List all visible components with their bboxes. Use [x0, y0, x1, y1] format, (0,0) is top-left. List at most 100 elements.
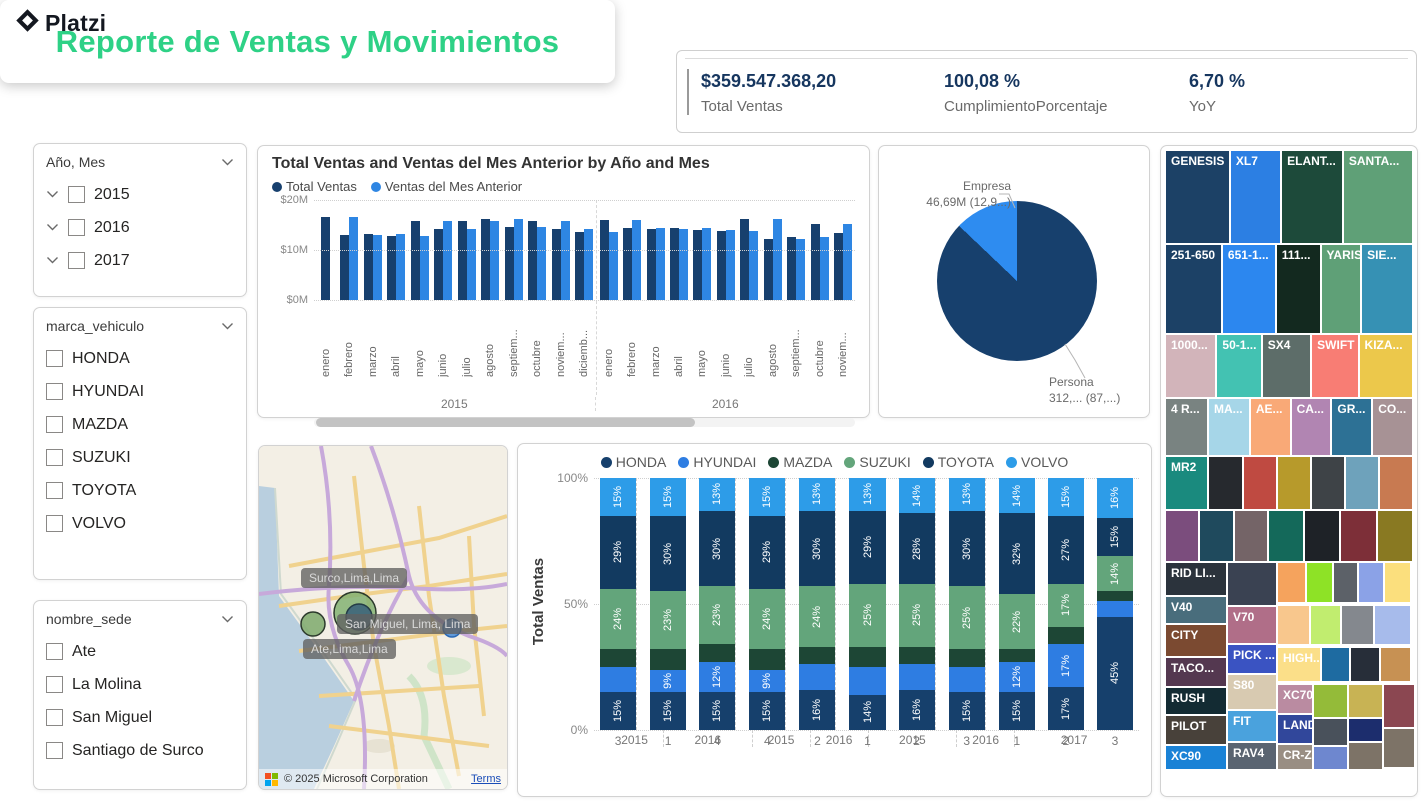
- bar-ventas-mes-anterior[interactable]: [490, 220, 500, 300]
- bar-ventas-mes-anterior[interactable]: [584, 228, 594, 300]
- checkbox[interactable]: [46, 449, 63, 466]
- segment-hyundai[interactable]: 12%: [699, 661, 736, 693]
- treemap-tile-high-[interactable]: HIGH...: [1278, 647, 1320, 681]
- segment-honda[interactable]: 45%: [1096, 616, 1134, 730]
- bar-ventas-mes-anterior[interactable]: [772, 218, 782, 300]
- bar-total-ventas[interactable]: [363, 233, 373, 300]
- treemap-tile[interactable]: [1380, 647, 1410, 681]
- treemap-tile[interactable]: [1209, 457, 1243, 509]
- bar-total-ventas[interactable]: [528, 220, 538, 300]
- treemap-tile-xl7[interactable]: XL7: [1230, 151, 1281, 243]
- legend-item-total-ventas[interactable]: Total Ventas: [272, 179, 357, 194]
- bar-total-ventas[interactable]: [504, 227, 514, 300]
- segment-hyundai[interactable]: [799, 664, 836, 690]
- bar-total-ventas[interactable]: [670, 228, 679, 300]
- segment-toyota[interactable]: 29%: [749, 515, 786, 589]
- bar-total-ventas[interactable]: [551, 228, 561, 300]
- bar-ventas-mes-anterior[interactable]: [702, 228, 712, 300]
- bar-ventas-mes-anterior[interactable]: [349, 216, 359, 300]
- bar-total-ventas[interactable]: [787, 237, 797, 300]
- treemap-tile-ae-[interactable]: AE...: [1250, 399, 1290, 455]
- segment-toyota[interactable]: 27%: [1047, 515, 1084, 584]
- bar-ventas-mes-anterior[interactable]: [443, 220, 453, 300]
- treemap-tile-sie-[interactable]: SIE...: [1362, 245, 1413, 333]
- map-panel[interactable]: Surco,Lima,Lima San Miguel, Lima, Lima A…: [258, 445, 508, 790]
- bar-total-ventas[interactable]: [740, 218, 750, 300]
- segment-suzuki[interactable]: 24%: [799, 586, 836, 647]
- treemap-tile-land-[interactable]: LAND...: [1278, 715, 1312, 743]
- bar-total-ventas[interactable]: [623, 228, 633, 300]
- treemap-tile-fit[interactable]: FIT: [1228, 711, 1276, 741]
- chevron-down-icon[interactable]: [46, 223, 59, 232]
- segment-honda[interactable]: 16%: [898, 689, 935, 730]
- treemap-tile-genesis[interactable]: GENESIS: [1166, 151, 1229, 243]
- bar-ventas-mes-anterior[interactable]: [513, 219, 523, 300]
- slicer-item-la-molina[interactable]: La Molina: [46, 668, 234, 701]
- segment-volvo[interactable]: 13%: [699, 478, 736, 511]
- segment-suzuki[interactable]: 24%: [749, 588, 786, 650]
- treemap-tile-651-1-[interactable]: 651-1...: [1222, 245, 1275, 333]
- treemap-tile[interactable]: [1244, 457, 1277, 509]
- treemap-tile-50-1-[interactable]: 50-1...: [1217, 335, 1261, 397]
- segment-toyota[interactable]: 29%: [849, 510, 886, 584]
- slicer-item-hyundai[interactable]: HYUNDAI: [46, 375, 234, 408]
- bar-total-ventas[interactable]: [575, 231, 585, 300]
- segment-honda[interactable]: 15%: [650, 692, 687, 730]
- treemap-tile[interactable]: [1278, 563, 1305, 603]
- segment-suzuki[interactable]: 23%: [650, 591, 687, 650]
- bar-total-ventas[interactable]: [599, 220, 609, 300]
- chevron-down-icon[interactable]: [221, 158, 234, 167]
- bar-ventas-mes-anterior[interactable]: [396, 233, 406, 300]
- segment-honda[interactable]: 15%: [699, 692, 736, 730]
- treemap-tile-rav4[interactable]: RAV4: [1228, 743, 1276, 769]
- segment-hyundai[interactable]: 9%: [650, 669, 687, 693]
- segment-mazda[interactable]: [650, 649, 687, 670]
- segment-honda[interactable]: 15%: [749, 692, 786, 730]
- segment-mazda[interactable]: [799, 646, 836, 665]
- treemap-tile[interactable]: [1314, 747, 1347, 769]
- treemap-tile[interactable]: [1341, 511, 1376, 561]
- segment-toyota[interactable]: 30%: [699, 510, 736, 587]
- treemap-tile-yaris[interactable]: YARIS: [1321, 245, 1361, 333]
- treemap-tile-co-[interactable]: CO...: [1373, 399, 1413, 455]
- checkbox[interactable]: [46, 482, 63, 499]
- segment-suzuki[interactable]: 17%: [1047, 583, 1084, 627]
- segment-volvo[interactable]: 13%: [849, 478, 886, 511]
- bar-ventas-mes-anterior[interactable]: [725, 230, 735, 300]
- treemap-tile-4-r-[interactable]: 4 R...: [1166, 399, 1207, 455]
- segment-honda[interactable]: 15%: [600, 692, 637, 730]
- treemap-tile-gr-[interactable]: GR...: [1332, 399, 1372, 455]
- bar-total-ventas[interactable]: [321, 216, 331, 300]
- segment-volvo[interactable]: 14%: [898, 478, 935, 514]
- chevron-down-icon[interactable]: [221, 615, 234, 624]
- treemap-tile[interactable]: [1384, 685, 1414, 727]
- slicer-item-suzuki[interactable]: SUZUKI: [46, 441, 234, 474]
- segment-toyota[interactable]: 29%: [600, 515, 637, 589]
- checkbox[interactable]: [46, 742, 63, 759]
- segment-hyundai[interactable]: 9%: [749, 669, 786, 693]
- segment-hyundai[interactable]: 17%: [1047, 644, 1084, 688]
- treemap-tile[interactable]: [1304, 511, 1340, 561]
- treemap-tile-111-[interactable]: 111...: [1276, 245, 1320, 333]
- bar-ventas-mes-anterior[interactable]: [419, 236, 429, 300]
- segment-mazda[interactable]: [1096, 591, 1134, 602]
- bar-ventas-mes-anterior[interactable]: [632, 220, 642, 300]
- slicer-item-santiago-de-surco[interactable]: Santiago de Surco: [46, 734, 234, 767]
- segment-hyundai[interactable]: [948, 666, 985, 693]
- bar-total-ventas[interactable]: [763, 238, 773, 300]
- checkbox[interactable]: [46, 709, 63, 726]
- treemap-tile[interactable]: [1314, 685, 1347, 717]
- segment-toyota[interactable]: 30%: [799, 510, 836, 587]
- segment-suzuki[interactable]: 22%: [998, 593, 1035, 650]
- treemap-tile[interactable]: [1234, 511, 1268, 561]
- treemap-tile[interactable]: [1375, 606, 1411, 644]
- bar-total-ventas[interactable]: [810, 224, 820, 300]
- slicer-item-mazda[interactable]: MAZDA: [46, 408, 234, 441]
- treemap-tile[interactable]: [1384, 563, 1410, 603]
- treemap-tile[interactable]: [1306, 563, 1333, 603]
- bar-ventas-mes-anterior[interactable]: [560, 220, 570, 300]
- checkbox[interactable]: [68, 219, 85, 236]
- map-bubble-ate[interactable]: [300, 611, 326, 637]
- chevron-down-icon[interactable]: [46, 190, 59, 199]
- treemap-tile-cr-z[interactable]: CR-Z: [1278, 745, 1312, 769]
